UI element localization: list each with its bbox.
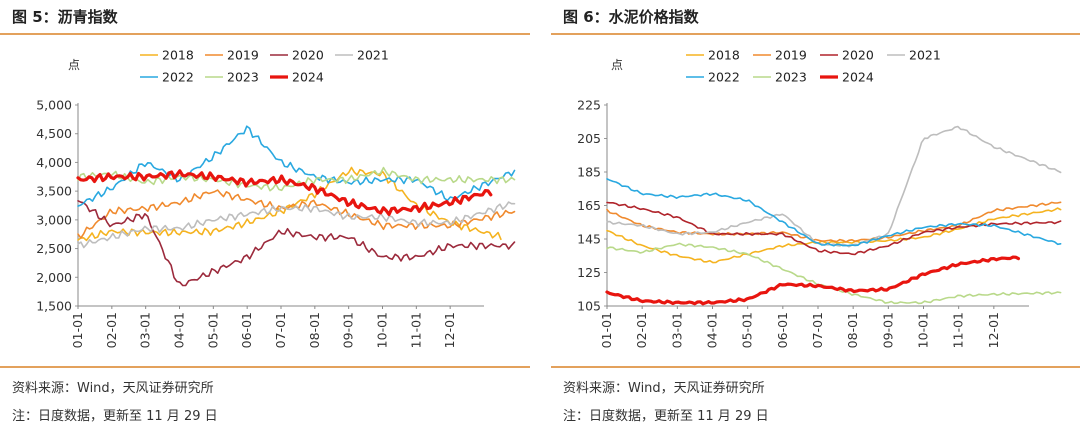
legend-label-2018: 2018	[708, 48, 740, 63]
source-note: 资料来源：Wind，天风证券研究所	[12, 381, 214, 396]
series-line-2024	[76, 169, 493, 216]
legend-label-2023: 2023	[775, 70, 807, 85]
y-tick-label: 5,000	[36, 98, 72, 113]
legend-label-2022: 2022	[162, 70, 194, 85]
legend-label-2021: 2021	[909, 48, 941, 63]
y-tick-label: 3,000	[36, 212, 72, 227]
x-tick-label: 06-01	[775, 312, 790, 348]
update-note: 注：日度数据，更新至 11 月 29 日	[12, 409, 218, 424]
x-tick-label: 08-01	[845, 312, 860, 348]
x-tick-label: 09-01	[880, 312, 895, 348]
x-tick-label: 02-01	[104, 312, 119, 348]
series-line-2018	[606, 207, 1062, 264]
chart-title: 图 6：水泥价格指数	[563, 8, 699, 26]
legend-label-2019: 2019	[227, 48, 259, 63]
footer-divider	[0, 366, 530, 368]
x-tick-label: 02-01	[634, 312, 649, 348]
y-tick-label: 3,500	[36, 184, 72, 199]
legend-label-2022: 2022	[708, 70, 740, 85]
legend-label-2021: 2021	[357, 48, 389, 63]
y-tick-label: 125	[577, 265, 601, 280]
series-line-2022	[77, 125, 516, 207]
y-tick-label: 4,000	[36, 155, 72, 170]
footer-divider	[551, 366, 1080, 368]
series-line-2018	[77, 166, 502, 242]
source-note: 资料来源：Wind，天风证券研究所	[563, 381, 765, 396]
y-unit-label: 点	[611, 58, 623, 72]
series-line-2021	[606, 125, 1062, 248]
x-tick-label: 01-01	[599, 312, 614, 348]
x-tick-label: 05-01	[740, 312, 755, 348]
legend-label-2020: 2020	[292, 48, 324, 63]
x-tick-label: 07-01	[810, 312, 825, 348]
series-line-2024	[605, 255, 1020, 306]
y-tick-label: 145	[577, 232, 601, 247]
series-line-2022	[606, 178, 1062, 247]
x-tick-label: 10-01	[375, 312, 390, 348]
y-tick-label: 4,500	[36, 126, 72, 141]
y-unit-label: 点	[68, 58, 80, 72]
legend-label-2020: 2020	[842, 48, 874, 63]
x-tick-label: 06-01	[239, 312, 254, 348]
title-divider	[0, 33, 530, 35]
x-tick-label: 03-01	[669, 312, 684, 348]
y-tick-label: 165	[577, 198, 601, 213]
x-tick-label: 07-01	[273, 312, 288, 348]
y-tick-label: 205	[577, 131, 601, 146]
series-line-2021	[77, 201, 516, 249]
cement-price-index-chart: 点 2018 2019 2020 2021 2022 2023 2024 225 205 185 16…	[577, 48, 1062, 348]
legend-label-2024: 2024	[842, 70, 874, 85]
y-tick-label: 2,000	[36, 270, 72, 285]
x-tick-label: 10-01	[916, 312, 931, 348]
update-note: 注：日度数据，更新至 11 月 29 日	[563, 409, 769, 424]
x-tick-label: 11-01	[408, 312, 423, 348]
chart-panel-cement: 图 6：水泥价格指数 点 2018 2019 2020 2021 2022 2023 2024…	[551, 0, 1080, 431]
title-divider	[551, 33, 1080, 35]
asphalt-index-chart: 点 2018 2019 2020 2021 2022 2023 2024 5,000 4,500 4…	[36, 48, 516, 348]
legend-label-2023: 2023	[227, 70, 259, 85]
x-tick-label: 11-01	[951, 312, 966, 348]
series-line-2020	[77, 200, 516, 287]
y-tick-label: 2,500	[36, 241, 72, 256]
y-tick-label: 1,500	[36, 299, 72, 314]
x-tick-label: 04-01	[705, 312, 720, 348]
x-tick-label: 03-01	[138, 312, 153, 348]
x-tick-label: 12-01	[986, 312, 1001, 348]
x-tick-label: 01-01	[70, 312, 85, 348]
x-tick-label: 12-01	[442, 312, 457, 348]
chart-title: 图 5：沥青指数	[12, 8, 118, 26]
x-tick-label: 08-01	[307, 312, 322, 348]
legend-label-2024: 2024	[292, 70, 324, 85]
legend-label-2018: 2018	[162, 48, 194, 63]
x-tick-label: 05-01	[205, 312, 220, 348]
x-tick-label: 04-01	[172, 312, 187, 348]
legend-label-2019: 2019	[775, 48, 807, 63]
y-tick-label: 225	[577, 98, 601, 113]
chart-panel-asphalt: 图 5：沥青指数 点 2018 2019 2020 2021 2022 2023 2024 5,…	[0, 0, 530, 431]
y-tick-label: 185	[577, 165, 601, 180]
series-line-2019	[606, 201, 1062, 243]
x-tick-label: 09-01	[341, 312, 356, 348]
y-tick-label: 105	[577, 299, 601, 314]
series-line-2020	[606, 201, 1062, 256]
